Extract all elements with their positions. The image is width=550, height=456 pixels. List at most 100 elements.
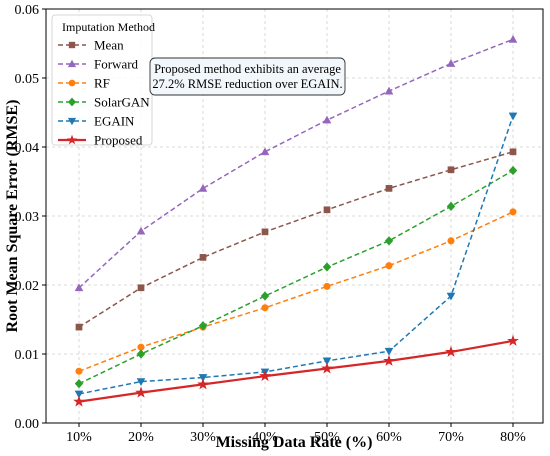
data-point-solargan xyxy=(260,291,270,301)
annotation-box: Proposed method exhibits an average 27.2… xyxy=(149,57,346,96)
series-line-egain xyxy=(78,115,514,395)
data-point-egain xyxy=(384,347,394,356)
data-point-mean xyxy=(509,148,517,156)
data-point-proposed xyxy=(135,386,147,398)
y-tick-label: 0.03 xyxy=(15,210,40,225)
data-point-rf xyxy=(509,208,517,216)
legend-entry-proposed: Proposed xyxy=(58,133,143,148)
legend-label-mean: Mean xyxy=(94,38,124,53)
data-point-mean xyxy=(75,323,83,331)
data-point-rf xyxy=(447,237,455,245)
legend: Imputation Method Mean Forward RF SolarGAN E… xyxy=(51,14,155,148)
legend-marker-forward xyxy=(67,59,77,68)
data-point-forward xyxy=(446,59,456,67)
legend-marker-egain xyxy=(67,117,77,126)
legend-entry-solargan: SolarGAN xyxy=(58,95,150,110)
data-point-egain xyxy=(322,357,332,366)
data-point-proposed xyxy=(445,345,457,357)
annotation-line-1: Proposed method exhibits an average xyxy=(154,62,341,76)
data-point-forward xyxy=(322,115,332,124)
data-point-proposed xyxy=(507,334,519,346)
data-point-rf xyxy=(261,304,269,312)
data-point-mean xyxy=(323,206,331,214)
legend-label-egain: EGAIN xyxy=(94,114,135,129)
data-point-proposed xyxy=(73,395,85,407)
legend-entry-mean: Mean xyxy=(58,38,124,53)
data-point-mean xyxy=(447,166,455,174)
data-point-forward xyxy=(74,283,84,292)
series-line-forward xyxy=(78,38,514,289)
data-point-forward xyxy=(384,86,394,95)
y-axis-title: Root Mean Square Error (RMSE) xyxy=(4,100,21,333)
x-tick-label: 10% xyxy=(66,430,92,445)
data-point-forward xyxy=(508,34,518,43)
legend-entry-forward: Forward xyxy=(58,57,139,72)
data-point-solargan xyxy=(136,349,146,359)
series-egain xyxy=(74,112,518,399)
data-point-mean xyxy=(385,185,393,192)
x-tick-label: 40% xyxy=(252,430,278,445)
legend-label-forward: Forward xyxy=(94,57,139,72)
series-line-proposed xyxy=(78,339,514,403)
series-forward xyxy=(74,34,518,292)
data-point-proposed xyxy=(321,362,333,374)
legend-label-rf: RF xyxy=(94,76,110,91)
x-tick-label: 30% xyxy=(190,430,216,445)
series-proposed xyxy=(73,334,519,407)
data-point-mean xyxy=(137,284,145,292)
data-point-rf xyxy=(75,367,83,375)
legend-marker-rf xyxy=(68,79,76,87)
x-tick-label: 70% xyxy=(438,430,464,445)
data-point-egain xyxy=(198,374,208,382)
series-layer xyxy=(73,34,519,407)
series-mean xyxy=(75,148,517,331)
legend-label-proposed: Proposed xyxy=(94,133,143,148)
legend-marker-proposed xyxy=(66,134,78,145)
legend-entry-egain: EGAIN xyxy=(58,114,135,129)
legend-marker-solargan xyxy=(67,97,77,107)
data-point-proposed xyxy=(197,378,209,390)
data-point-mean xyxy=(199,254,207,261)
series-line-mean xyxy=(78,151,514,328)
x-tick-label: 50% xyxy=(314,430,340,445)
y-tick-label: 0.04 xyxy=(15,141,40,156)
data-point-proposed xyxy=(259,369,271,382)
data-point-solargan xyxy=(508,165,518,176)
series-line-solargan xyxy=(78,169,514,385)
y-tick-label: 0.05 xyxy=(15,72,40,87)
y-tick-label: 0.06 xyxy=(15,3,40,18)
data-point-proposed xyxy=(383,354,395,366)
data-point-solargan xyxy=(322,262,332,272)
legend-entry-rf: RF xyxy=(58,76,110,91)
data-point-egain xyxy=(446,292,456,301)
data-point-egain xyxy=(74,390,84,399)
data-point-forward xyxy=(260,147,270,156)
y-tick-label: 0.00 xyxy=(15,417,40,432)
annotation-line-2: 27.2% RMSE reduction over EGAIN. xyxy=(152,77,342,91)
data-point-rf xyxy=(137,343,145,351)
annotation-frame xyxy=(149,57,346,96)
data-point-solargan xyxy=(74,379,84,389)
x-axis-title: Missing Data Rate (%) xyxy=(216,434,373,451)
data-point-forward xyxy=(136,226,146,235)
data-point-egain xyxy=(136,378,146,387)
y-tick-label: 0.02 xyxy=(15,279,40,294)
x-tick-label: 20% xyxy=(128,430,154,445)
data-point-solargan xyxy=(446,201,456,211)
legend-title: Imputation Method xyxy=(62,20,155,34)
data-point-egain xyxy=(508,112,518,121)
legend-marker-mean xyxy=(68,41,76,49)
data-point-mean xyxy=(261,228,269,236)
axis-ticks: 0.00 0.01 0.02 0.03 0.04 0.05 0.06 10% 20% 30% 40%… xyxy=(15,3,527,445)
x-tick-label: 80% xyxy=(500,430,526,445)
data-point-rf xyxy=(385,262,393,270)
x-tick-label: 60% xyxy=(376,430,402,445)
data-point-solargan xyxy=(198,321,208,331)
y-tick-label: 0.01 xyxy=(15,348,40,363)
data-point-forward xyxy=(198,183,208,192)
data-point-solargan xyxy=(384,236,394,246)
data-point-rf xyxy=(323,282,331,290)
legend-label-solargan: SolarGAN xyxy=(94,95,150,110)
series-solargan xyxy=(74,165,518,389)
